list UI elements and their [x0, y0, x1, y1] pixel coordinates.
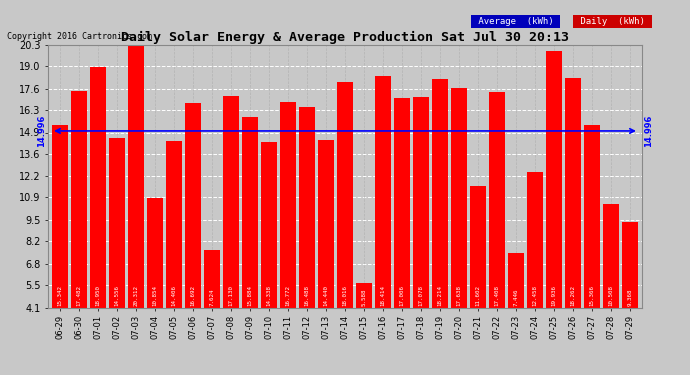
Text: 9.368: 9.368	[628, 288, 633, 306]
Bar	[128, 45, 144, 308]
Bar	[394, 98, 410, 308]
Bar	[109, 138, 125, 308]
Bar	[166, 141, 181, 308]
Bar	[185, 104, 201, 308]
Bar	[318, 140, 334, 308]
Text: 20.312: 20.312	[133, 285, 138, 306]
Bar	[413, 97, 429, 308]
Bar	[90, 67, 106, 308]
Bar	[489, 92, 505, 308]
Bar	[147, 198, 163, 308]
Bar	[375, 75, 391, 308]
Bar	[71, 91, 86, 308]
Text: 17.482: 17.482	[76, 285, 81, 306]
Text: 11.602: 11.602	[475, 285, 481, 306]
Text: 17.638: 17.638	[457, 285, 462, 306]
Text: 15.884: 15.884	[248, 285, 253, 306]
Text: 17.408: 17.408	[495, 285, 500, 306]
Bar	[280, 102, 296, 308]
Bar	[356, 284, 372, 308]
Text: 17.078: 17.078	[419, 285, 424, 306]
Text: 10.854: 10.854	[152, 285, 157, 306]
Text: 18.214: 18.214	[437, 285, 442, 306]
Bar	[242, 117, 257, 308]
Text: Copyright 2016 Cartronics.com: Copyright 2016 Cartronics.com	[7, 32, 152, 41]
Bar	[223, 96, 239, 308]
Text: 14.440: 14.440	[324, 285, 328, 306]
Bar	[604, 204, 619, 308]
Text: 19.936: 19.936	[552, 285, 557, 306]
Bar	[433, 79, 448, 308]
Text: 5.588: 5.588	[362, 288, 366, 306]
Text: 14.996: 14.996	[37, 115, 46, 147]
Text: 18.016: 18.016	[342, 285, 348, 306]
Bar	[299, 107, 315, 307]
Bar	[451, 88, 467, 308]
Text: 14.556: 14.556	[115, 285, 119, 306]
Title: Daily Solar Energy & Average Production Sat Jul 30 20:13: Daily Solar Energy & Average Production …	[121, 31, 569, 44]
Text: 18.262: 18.262	[571, 285, 575, 306]
Text: 17.130: 17.130	[228, 285, 233, 306]
Bar	[584, 125, 600, 308]
Bar	[261, 142, 277, 308]
Bar	[52, 125, 68, 308]
Bar	[509, 253, 524, 308]
Bar	[204, 251, 219, 308]
Text: 18.414: 18.414	[381, 285, 386, 306]
Text: 7.446: 7.446	[513, 288, 519, 306]
Text: 15.366: 15.366	[590, 285, 595, 306]
Text: 10.508: 10.508	[609, 285, 614, 306]
Text: 12.458: 12.458	[533, 285, 538, 306]
Text: Average  (kWh): Average (kWh)	[473, 17, 559, 26]
Bar	[337, 82, 353, 308]
Bar	[527, 172, 543, 308]
Text: 14.338: 14.338	[266, 285, 271, 306]
Text: 16.772: 16.772	[286, 285, 290, 306]
Text: 16.488: 16.488	[304, 285, 309, 306]
Text: 7.624: 7.624	[209, 288, 215, 306]
Bar	[546, 51, 562, 308]
Text: 17.006: 17.006	[400, 285, 404, 306]
Text: 18.950: 18.950	[95, 285, 100, 306]
Bar	[471, 186, 486, 308]
Text: Daily  (kWh): Daily (kWh)	[575, 17, 650, 26]
Text: 14.406: 14.406	[171, 285, 177, 306]
Text: 15.342: 15.342	[57, 285, 62, 306]
Text: 14.996: 14.996	[644, 115, 653, 147]
Text: 16.692: 16.692	[190, 285, 195, 306]
Bar	[622, 222, 638, 308]
Bar	[565, 78, 581, 308]
